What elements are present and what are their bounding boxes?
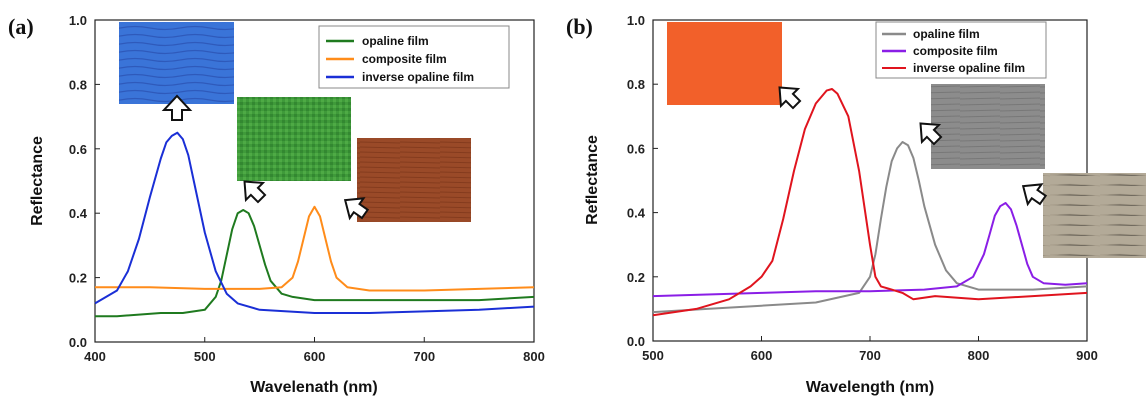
inset-gray-texture <box>931 84 1045 169</box>
panel-a: (a) 0.0 0.2 0.4 0.6 0.8 1.0 400 500 600 700 800 W… <box>8 13 545 396</box>
arrow-diagonal-icon <box>778 86 802 110</box>
inset-green-texture <box>237 97 351 181</box>
x-tick-label: 700 <box>413 349 435 364</box>
y-tick-label: 0.2 <box>69 271 87 286</box>
series-line-opaline-film <box>652 141 1088 314</box>
legend-label: composite film <box>913 44 998 58</box>
y-tick-label: 0.6 <box>69 142 87 157</box>
series-line-composite-film <box>652 202 1088 298</box>
inset-orange-micrograph <box>667 22 782 105</box>
x-tick-label: 500 <box>642 348 664 363</box>
arrow-diagonal-icon <box>919 122 943 146</box>
inset-brown-texture <box>357 138 471 222</box>
y-tick-label: 0.8 <box>627 77 645 92</box>
legend-label: composite film <box>362 52 447 66</box>
x-tick-label: 900 <box>1076 348 1098 363</box>
legend-label: opaline film <box>362 34 429 48</box>
panel-b-legend: opaline film composite film inverse opal… <box>875 21 1047 79</box>
x-tick-label: 700 <box>859 348 881 363</box>
panel-a-legend: opaline film composite film inverse opal… <box>318 25 510 89</box>
y-tick-label: 0.8 <box>69 77 87 92</box>
x-tick-label: 500 <box>194 349 216 364</box>
inset-blue-texture <box>119 22 234 104</box>
arrow-diagonal-icon <box>343 197 370 221</box>
x-tick-label: 600 <box>304 349 326 364</box>
legend-label: inverse opaline film <box>362 70 474 84</box>
y-tick-label: 0.0 <box>69 335 87 350</box>
panel-b: (b) 0.0 0.2 0.4 0.6 0.8 1.0 500 600 700 800 900 W… <box>566 13 1146 396</box>
panel-b-x-axis-title: Wavelength (nm) <box>806 379 934 396</box>
x-tick-label: 600 <box>751 348 773 363</box>
series-line-opaline-film <box>95 209 535 318</box>
y-tick-label: 0.4 <box>69 206 88 221</box>
y-tick-label: 0.4 <box>627 206 646 221</box>
panel-a-y-axis-title: Reflectance <box>29 136 46 226</box>
panel-a-x-ticks: 400 500 600 700 800 <box>84 337 545 364</box>
y-tick-label: 0.0 <box>627 334 645 349</box>
y-tick-label: 1.0 <box>69 13 87 28</box>
x-tick-label: 800 <box>523 349 545 364</box>
legend-label: opaline film <box>913 27 980 41</box>
panel-b-y-axis-title: Reflectance <box>584 135 601 225</box>
x-tick-label: 800 <box>968 348 990 363</box>
y-tick-label: 1.0 <box>627 13 645 28</box>
series-line-composite-film <box>95 205 535 292</box>
panel-b-series-lines <box>652 88 1088 317</box>
panel-b-y-ticks: 0.0 0.2 0.4 0.6 0.8 1.0 <box>627 13 658 349</box>
inset-beige-texture <box>1043 173 1146 258</box>
arrow-diagonal-icon <box>1021 183 1048 207</box>
y-tick-label: 0.2 <box>627 270 645 285</box>
series-line-inverse-opaline-film <box>94 131 535 314</box>
arrow-diagonal-icon <box>243 180 267 204</box>
legend-label: inverse opaline film <box>913 61 1025 75</box>
arrow-up-icon <box>161 94 193 121</box>
panel-a-x-axis-title: Wavelenath (nm) <box>250 379 377 396</box>
panel-a-series-lines <box>94 131 535 318</box>
panel-b-x-ticks: 500 600 700 800 900 <box>642 336 1098 363</box>
panel-b-label: (b) <box>566 14 593 39</box>
panel-a-y-ticks: 0.0 0.2 0.4 0.6 0.8 1.0 <box>69 13 100 350</box>
y-tick-label: 0.6 <box>627 141 645 156</box>
x-tick-label: 400 <box>84 349 106 364</box>
series-line-inverse-opaline-film <box>652 88 1088 317</box>
panel-a-label: (a) <box>8 14 34 39</box>
